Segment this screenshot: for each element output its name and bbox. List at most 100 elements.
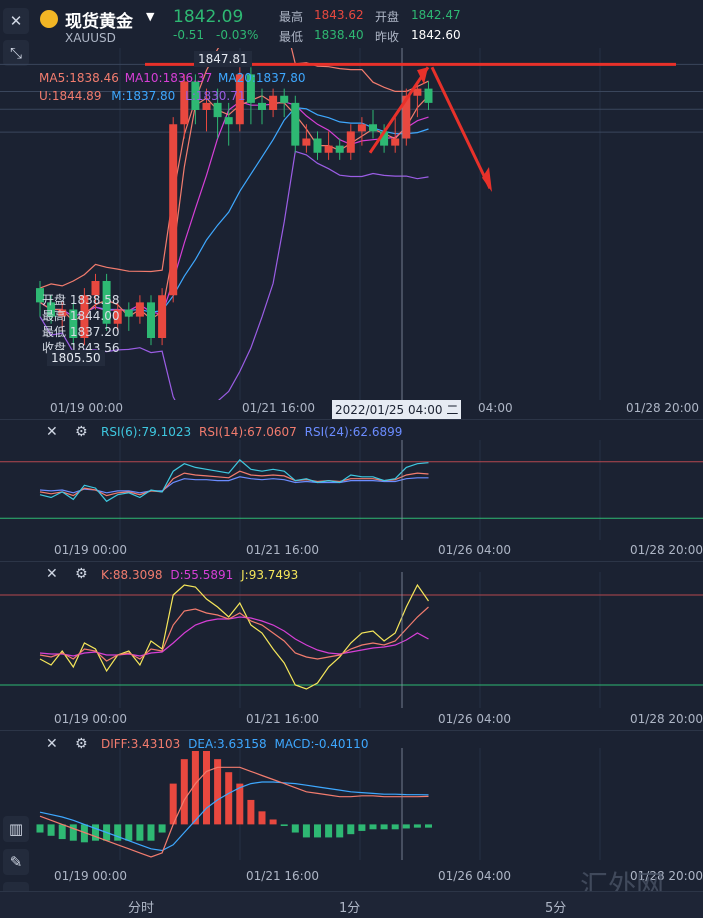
main-chart[interactable] — [0, 48, 703, 400]
macd-histogram-bar — [158, 824, 166, 833]
candle-body — [135, 302, 144, 317]
candle-body — [269, 95, 278, 110]
macd-histogram-bar — [347, 824, 355, 835]
macd-histogram-bar — [214, 759, 222, 825]
rsi6-line — [39, 459, 429, 503]
candle-body — [47, 302, 56, 317]
tooltip-high-label: 最高 — [42, 309, 67, 323]
tooltip-high: 1844.00 — [69, 309, 120, 323]
low-value: 1838.40 — [314, 28, 364, 42]
kdj-legend: K:88.3098 D:55.5891 J:93.7493 — [101, 568, 298, 582]
kdj-x-tick: 01/19 00:00 — [54, 712, 127, 726]
kdj-chart[interactable] — [0, 572, 703, 708]
k-line — [39, 606, 429, 662]
rsi-x-tick: 01/26 04:00 — [438, 543, 511, 557]
last-price: 1842.09 — [173, 7, 244, 27]
boll-legend: U:1844.89 M:1837.80 L:1830.71 — [39, 89, 246, 103]
ma-legend: MA5:1838.46 MA10:1836.37 MA20:1837.80 — [39, 71, 306, 85]
gear-icon[interactable]: ⚙ — [75, 736, 88, 752]
macd-histogram-bar — [302, 824, 310, 838]
instrument-title[interactable]: 现货黄金 — [65, 12, 133, 32]
gear-icon[interactable]: ⚙ — [75, 566, 88, 582]
rsi-chart[interactable] — [0, 440, 703, 540]
dea-line — [39, 781, 429, 852]
candle-body — [124, 309, 133, 317]
down-arrow-head — [482, 167, 492, 192]
candle-body — [191, 81, 200, 110]
macd-label: MACD:-0.40110 — [274, 737, 369, 751]
high-label: 最高 — [279, 10, 304, 24]
candle-body — [213, 102, 222, 118]
macd-histogram-bar — [391, 824, 399, 830]
gear-icon[interactable]: ⚙ — [75, 424, 88, 440]
candle-body — [346, 131, 355, 153]
crosshair-time-label: 2022/01/25 04:00 二 — [332, 400, 462, 419]
macd-histogram-bar — [258, 811, 266, 825]
rsi-x-tick: 01/28 20:00 — [630, 543, 703, 557]
tooltip-open-label: 开盘 — [42, 293, 67, 307]
collapse-icon: ⤡ — [9, 44, 22, 62]
macd-histogram-bar — [169, 783, 177, 825]
candle-body — [36, 288, 44, 303]
tooltip-open: 1838.58 — [69, 293, 120, 307]
j-label: J:93.7493 — [241, 568, 299, 582]
macd-histogram-bar — [69, 824, 77, 841]
prev-close-label: 昨收 — [375, 30, 400, 44]
rsi-x-tick: 01/21 16:00 — [246, 543, 319, 557]
candle-body — [380, 131, 389, 146]
macd-histogram-bar — [47, 824, 55, 836]
candle-body — [324, 145, 333, 153]
rsi-x-tick: 01/19 00:00 — [54, 543, 127, 557]
dea-label: DEA:3.63158 — [188, 737, 267, 751]
close-macd-icon[interactable]: ✕ — [46, 736, 58, 752]
rsi-legend: RSI(6):79.1023 RSI(14):67.0607 RSI(24):6… — [101, 425, 402, 439]
macd-histogram-bar — [280, 824, 288, 827]
period-tab-timeshare[interactable]: 分时 — [128, 901, 155, 916]
open-value: 1842.47 — [411, 8, 461, 22]
gold-coin-icon — [40, 10, 58, 28]
candle-body — [335, 145, 344, 153]
macd-histogram-bar — [325, 824, 333, 838]
close-button[interactable]: ✕ — [3, 8, 29, 34]
candle-body — [391, 138, 400, 146]
rsi14-label: RSI(14):67.0607 — [199, 425, 297, 439]
macd-histogram-bar — [247, 799, 255, 825]
macd-histogram-bar — [180, 759, 188, 825]
close-rsi-icon[interactable]: ✕ — [46, 424, 58, 440]
period-tab-5min[interactable]: 5分 — [545, 901, 567, 916]
macd-histogram-bar — [236, 783, 244, 825]
candle-body — [413, 88, 422, 96]
kdj-x-tick: 01/28 20:00 — [630, 712, 703, 726]
candle-body — [169, 124, 178, 296]
close-kdj-icon[interactable]: ✕ — [46, 566, 58, 582]
candle-body — [246, 74, 255, 103]
kdj-plot — [0, 572, 703, 708]
macd-histogram-bar — [425, 824, 432, 828]
macd-histogram-bar — [36, 824, 44, 833]
rsi14-line — [39, 470, 429, 497]
macd-histogram-bar — [358, 824, 366, 831]
boll-lower-line — [39, 150, 429, 400]
kdj-x-tick: 01/21 16:00 — [246, 712, 319, 726]
boll-l-label: L:1830.71 — [185, 89, 246, 103]
dropdown-chevron-icon[interactable]: ▼ — [146, 10, 155, 23]
candle-body — [113, 309, 122, 324]
price-change-pct: -0.03% — [216, 28, 259, 42]
tooltip-low-label: 最低 — [42, 325, 67, 339]
indicator-tool-button[interactable]: ▥ — [3, 816, 29, 842]
min-price-label: 1805.50 — [47, 350, 105, 366]
period-tab-1min[interactable]: 1分 — [339, 901, 361, 916]
macd-histogram-bar — [136, 824, 144, 841]
macd-chart[interactable] — [0, 748, 703, 860]
diff-label: DIFF:3.43103 — [101, 737, 181, 751]
main-x-tick: 01/19 00:00 — [50, 401, 123, 415]
collapse-button[interactable]: ⤡ — [3, 40, 29, 66]
j-line — [39, 583, 429, 690]
kdj-x-tick: 01/26 04:00 — [438, 712, 511, 726]
candle-body — [402, 95, 411, 139]
pencil-icon: ✎ — [9, 853, 23, 871]
rsi24-line — [39, 476, 429, 494]
macd-x-tick: 01/19 00:00 — [54, 869, 127, 883]
draw-tool-button[interactable]: ✎ — [3, 849, 29, 875]
main-x-tick: 01/28 20:00 — [626, 401, 699, 415]
